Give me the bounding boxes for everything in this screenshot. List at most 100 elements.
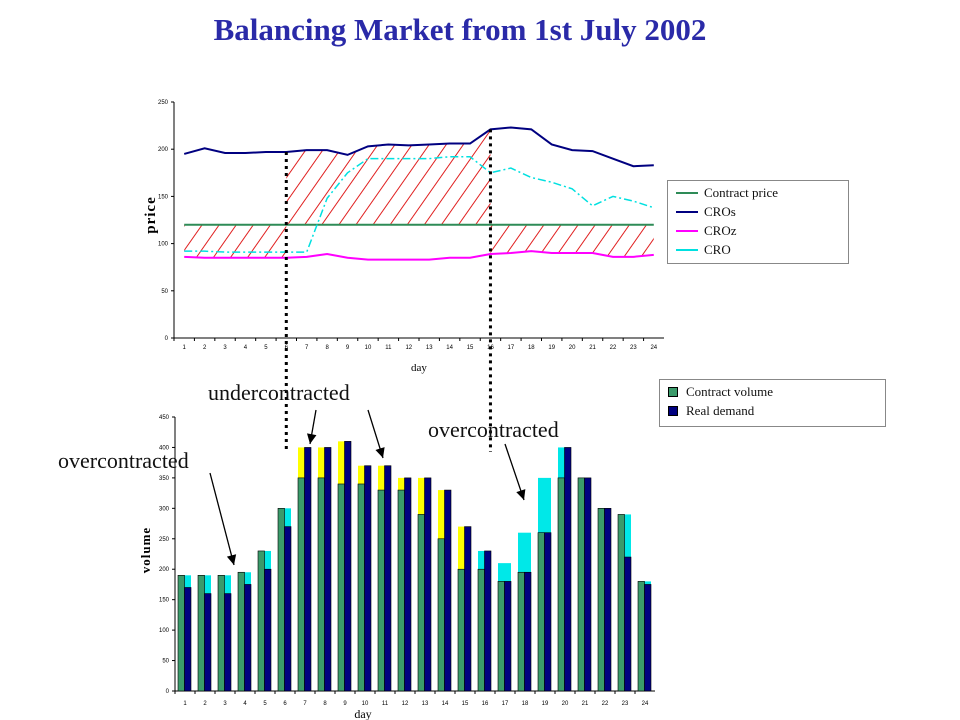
x-tick-label: 11 (382, 701, 389, 707)
callout-arrows (209, 409, 526, 566)
y-tick-label: 50 (162, 659, 169, 665)
undercontracted-label: undercontracted (208, 380, 350, 405)
x-tick-label: 5 (263, 701, 267, 707)
bar-real-demand (364, 465, 372, 692)
y-tick-label: 450 (159, 415, 170, 421)
y-tick-label: 250 (158, 100, 169, 106)
x-tick-label: 22 (610, 345, 617, 351)
bar-real-demand (624, 556, 632, 692)
x-tick-label: 9 (343, 701, 347, 707)
bar-contract-volume (497, 581, 505, 692)
x-tick-label: 19 (542, 701, 549, 707)
x-tick-label: 23 (630, 345, 637, 351)
x-tick-label: 23 (622, 701, 629, 707)
bar-real-demand (224, 593, 232, 692)
y-axis-label: price (143, 196, 159, 233)
hatched-region (184, 224, 287, 258)
x-tick-label: 14 (442, 701, 449, 707)
x-tick-label: 14 (446, 345, 453, 351)
x-axis-label: day (411, 362, 427, 374)
x-tick-label: 5 (264, 345, 268, 351)
x-tick-label: 11 (385, 345, 392, 351)
x-tick-label: 13 (426, 345, 433, 351)
bar-real-demand (244, 584, 252, 692)
legend-item-contract-price: Contract price (668, 183, 848, 202)
bar-real-demand (544, 532, 552, 692)
callout-arrow-head (375, 447, 385, 458)
x-tick-label: 2 (203, 345, 207, 351)
x-tick-label: 24 (642, 701, 649, 707)
y-tick-label: 200 (159, 567, 170, 573)
x-tick-label: 8 (323, 701, 327, 707)
bar-real-demand (324, 447, 332, 692)
bar-contract-volume (597, 508, 605, 692)
bar-contract-volume (617, 514, 625, 692)
bar-real-demand (424, 477, 432, 692)
bar-real-demand (464, 526, 472, 692)
x-tick-label: 18 (528, 345, 535, 351)
bar-real-demand (484, 550, 492, 692)
x-tick-label: 1 (183, 701, 187, 707)
x-tick-label: 15 (462, 701, 469, 707)
x-tick-label: 10 (365, 345, 372, 351)
series-line-cros (183, 126, 654, 168)
bar-contract-volume (237, 571, 245, 692)
bar-contract-volume (437, 538, 445, 692)
bar-real-demand (404, 477, 412, 692)
bar-contract-volume (517, 571, 525, 692)
volume-legend: Contract volume Real demand (659, 379, 886, 427)
y-tick-label: 100 (159, 628, 170, 634)
legend-label: Contract volume (686, 383, 774, 399)
bar-real-demand (444, 489, 452, 692)
x-tick-label: 21 (589, 345, 596, 351)
y-tick-label: 0 (166, 689, 170, 695)
y-tick-label: 250 (159, 537, 170, 543)
legend-item-real-demand: Real demand (660, 401, 885, 420)
legend-label: CRO (704, 241, 731, 257)
bar-contract-volume (397, 489, 405, 692)
legend-label: CROs (704, 203, 736, 219)
bar-real-demand (184, 587, 192, 692)
callout-arrow-line (209, 472, 235, 566)
x-tick-label: 20 (562, 701, 569, 707)
x-tick-label: 4 (244, 345, 248, 351)
bar-contract-volume (357, 483, 365, 692)
x-tick-label: 17 (502, 701, 509, 707)
bar-contract-volume (297, 477, 305, 692)
bar-real-demand (304, 447, 312, 692)
x-tick-label: 2 (203, 701, 207, 707)
bar-contract-volume (477, 568, 485, 692)
bar-contract-volume (317, 477, 325, 692)
legend-label: Real demand (686, 402, 755, 418)
x-tick-label: 12 (405, 345, 412, 351)
bar-real-demand (604, 508, 612, 692)
bar-real-demand (524, 571, 532, 692)
x-tick-label: 20 (569, 345, 576, 351)
y-tick-label: 400 (159, 445, 170, 451)
x-tick-label: 17 (508, 345, 515, 351)
bar-contract-volume (637, 581, 645, 692)
bar-real-demand (584, 477, 592, 692)
x-tick-label: 7 (303, 701, 307, 707)
bar-contract-volume (217, 575, 225, 692)
bar-contract-volume (557, 477, 565, 692)
x-tick-label: 8 (325, 345, 329, 351)
y-tick-label: 150 (158, 194, 169, 200)
x-tick-label: 19 (548, 345, 555, 351)
legend-item-contract-volume: Contract volume (660, 382, 885, 401)
x-tick-label: 6 (285, 345, 289, 351)
callout-arrow-head (516, 489, 526, 500)
series-line-croz (184, 250, 654, 261)
x-tick-label: 7 (305, 345, 309, 351)
x-tick-label: 16 (482, 701, 489, 707)
legend-label: Contract price (704, 184, 778, 200)
y-axis-label: volume (138, 527, 153, 573)
bar-contract-volume (177, 575, 185, 692)
bar-contract-volume (537, 532, 545, 692)
legend-item-croz: CROz (668, 221, 848, 240)
bar-real-demand (384, 465, 392, 692)
x-tick-label: 10 (362, 701, 369, 707)
bar-contract-volume (417, 514, 425, 692)
legend-item-cro: CRO (668, 240, 848, 259)
